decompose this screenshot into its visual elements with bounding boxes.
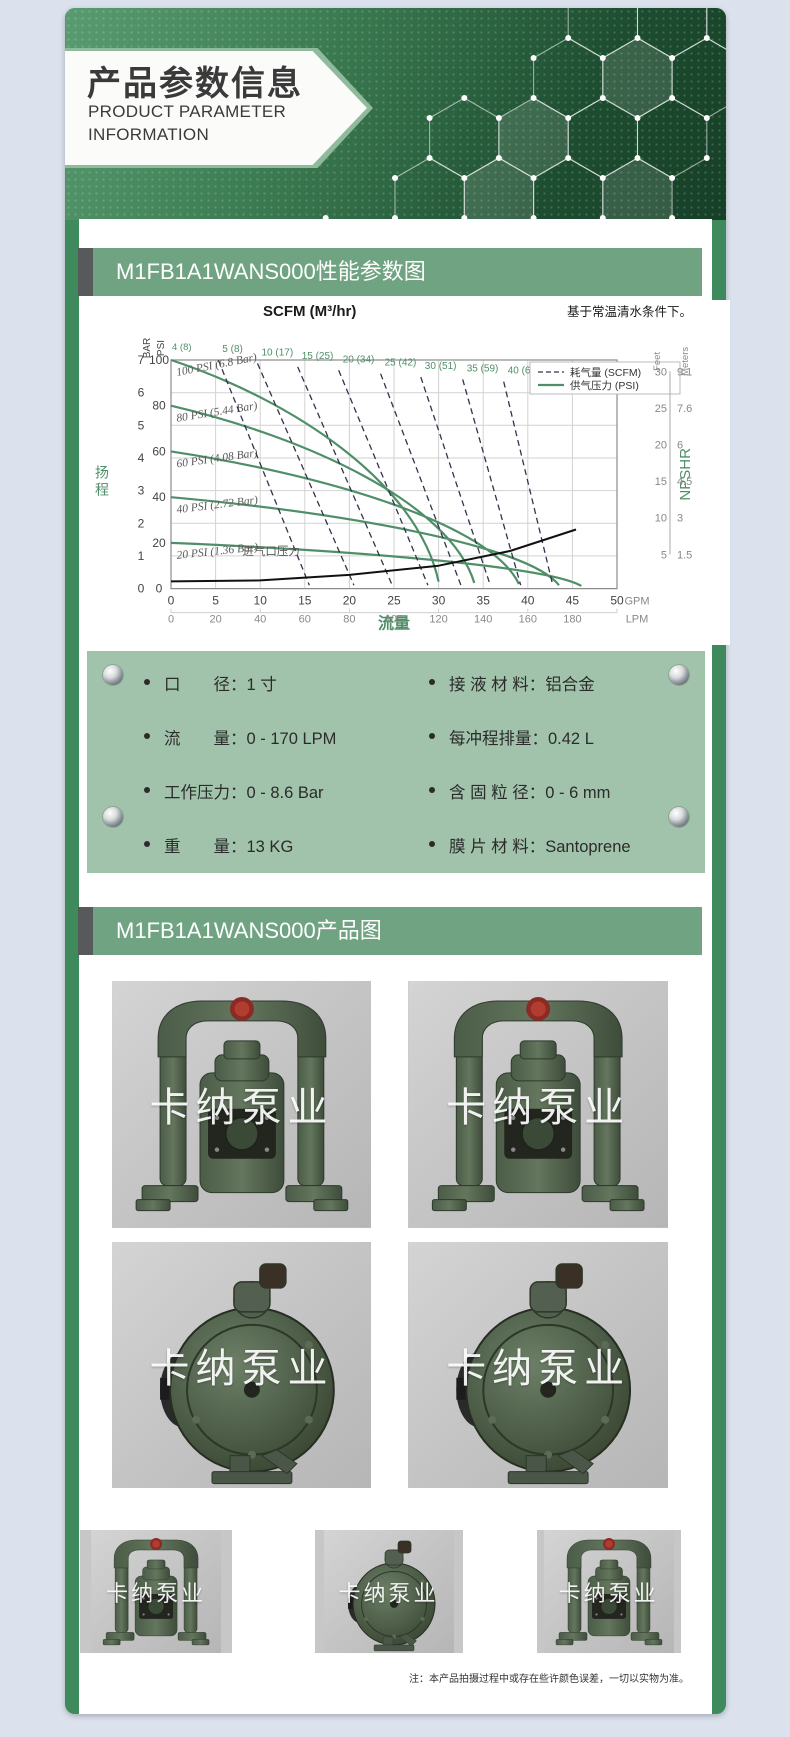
- svg-text:50: 50: [610, 594, 624, 608]
- svg-text:1: 1: [138, 549, 145, 563]
- svg-text:SCFM (M³/hr): SCFM (M³/hr): [263, 303, 356, 320]
- svg-text:2: 2: [138, 516, 145, 530]
- svg-text:4: 4: [138, 451, 145, 465]
- svg-text:25 (42): 25 (42): [385, 358, 417, 369]
- svg-text:30 (51): 30 (51): [425, 361, 457, 372]
- svg-text:80: 80: [343, 614, 355, 626]
- svg-text:扬: 扬: [95, 465, 109, 481]
- svg-text:10: 10: [254, 594, 268, 608]
- svg-text:20 (34): 20 (34): [343, 354, 375, 365]
- svg-text:6: 6: [677, 440, 683, 452]
- svg-text:进气口压力: 进气口压力: [242, 544, 300, 558]
- svg-text:Feet: Feet: [652, 352, 663, 371]
- svg-text:5: 5: [661, 549, 667, 561]
- svg-text:60: 60: [152, 444, 166, 458]
- svg-text:80: 80: [152, 399, 166, 413]
- svg-text:5 (8): 5 (8): [222, 344, 243, 355]
- svg-text:30: 30: [432, 594, 446, 608]
- svg-text:0: 0: [168, 614, 174, 626]
- svg-text:35: 35: [477, 594, 491, 608]
- svg-text:10: 10: [655, 513, 667, 525]
- svg-text:程: 程: [95, 482, 109, 498]
- svg-text:15: 15: [298, 594, 312, 608]
- svg-text:基于常温清水条件下。: 基于常温清水条件下。: [567, 305, 692, 319]
- svg-text:160: 160: [519, 614, 537, 626]
- svg-text:20: 20: [209, 614, 221, 626]
- svg-text:0: 0: [156, 582, 163, 596]
- svg-text:Meters: Meters: [680, 347, 691, 376]
- svg-text:5: 5: [138, 418, 145, 432]
- svg-text:35 (59): 35 (59): [467, 363, 499, 374]
- svg-text:20: 20: [343, 594, 357, 608]
- svg-text:供气压力 (PSI): 供气压力 (PSI): [570, 379, 639, 392]
- svg-text:15 (25): 15 (25): [302, 351, 334, 362]
- svg-text:40: 40: [254, 614, 266, 626]
- svg-text:180: 180: [563, 614, 581, 626]
- svg-text:45: 45: [566, 594, 580, 608]
- svg-text:60: 60: [299, 614, 311, 626]
- svg-text:4.5: 4.5: [677, 476, 692, 488]
- svg-text:10 (17): 10 (17): [262, 347, 294, 358]
- svg-text:0: 0: [138, 582, 145, 596]
- svg-text:NPSHR: NPSHR: [677, 448, 694, 501]
- svg-text:7: 7: [138, 353, 145, 367]
- svg-text:4 (8): 4 (8): [172, 342, 192, 353]
- svg-text:7.6: 7.6: [677, 403, 692, 415]
- svg-text:120: 120: [429, 614, 447, 626]
- svg-text:GPM: GPM: [624, 596, 649, 608]
- svg-text:15: 15: [655, 476, 667, 488]
- svg-text:耗气量 (SCFM): 耗气量 (SCFM): [570, 366, 641, 379]
- svg-text:3: 3: [138, 484, 145, 498]
- svg-text:25: 25: [387, 594, 401, 608]
- svg-text:140: 140: [474, 614, 492, 626]
- svg-text:20: 20: [152, 536, 166, 550]
- svg-text:25: 25: [655, 403, 667, 415]
- svg-text:40: 40: [152, 490, 166, 504]
- svg-text:1.5: 1.5: [677, 549, 692, 561]
- svg-text:100: 100: [385, 614, 403, 626]
- svg-text:20: 20: [655, 440, 667, 452]
- svg-text:5: 5: [212, 594, 219, 608]
- svg-text:6: 6: [138, 386, 145, 400]
- svg-text:40: 40: [521, 594, 535, 608]
- svg-text:3: 3: [677, 513, 683, 525]
- svg-text:0: 0: [168, 594, 175, 608]
- svg-text:100: 100: [149, 353, 169, 367]
- svg-text:LPM: LPM: [626, 614, 649, 626]
